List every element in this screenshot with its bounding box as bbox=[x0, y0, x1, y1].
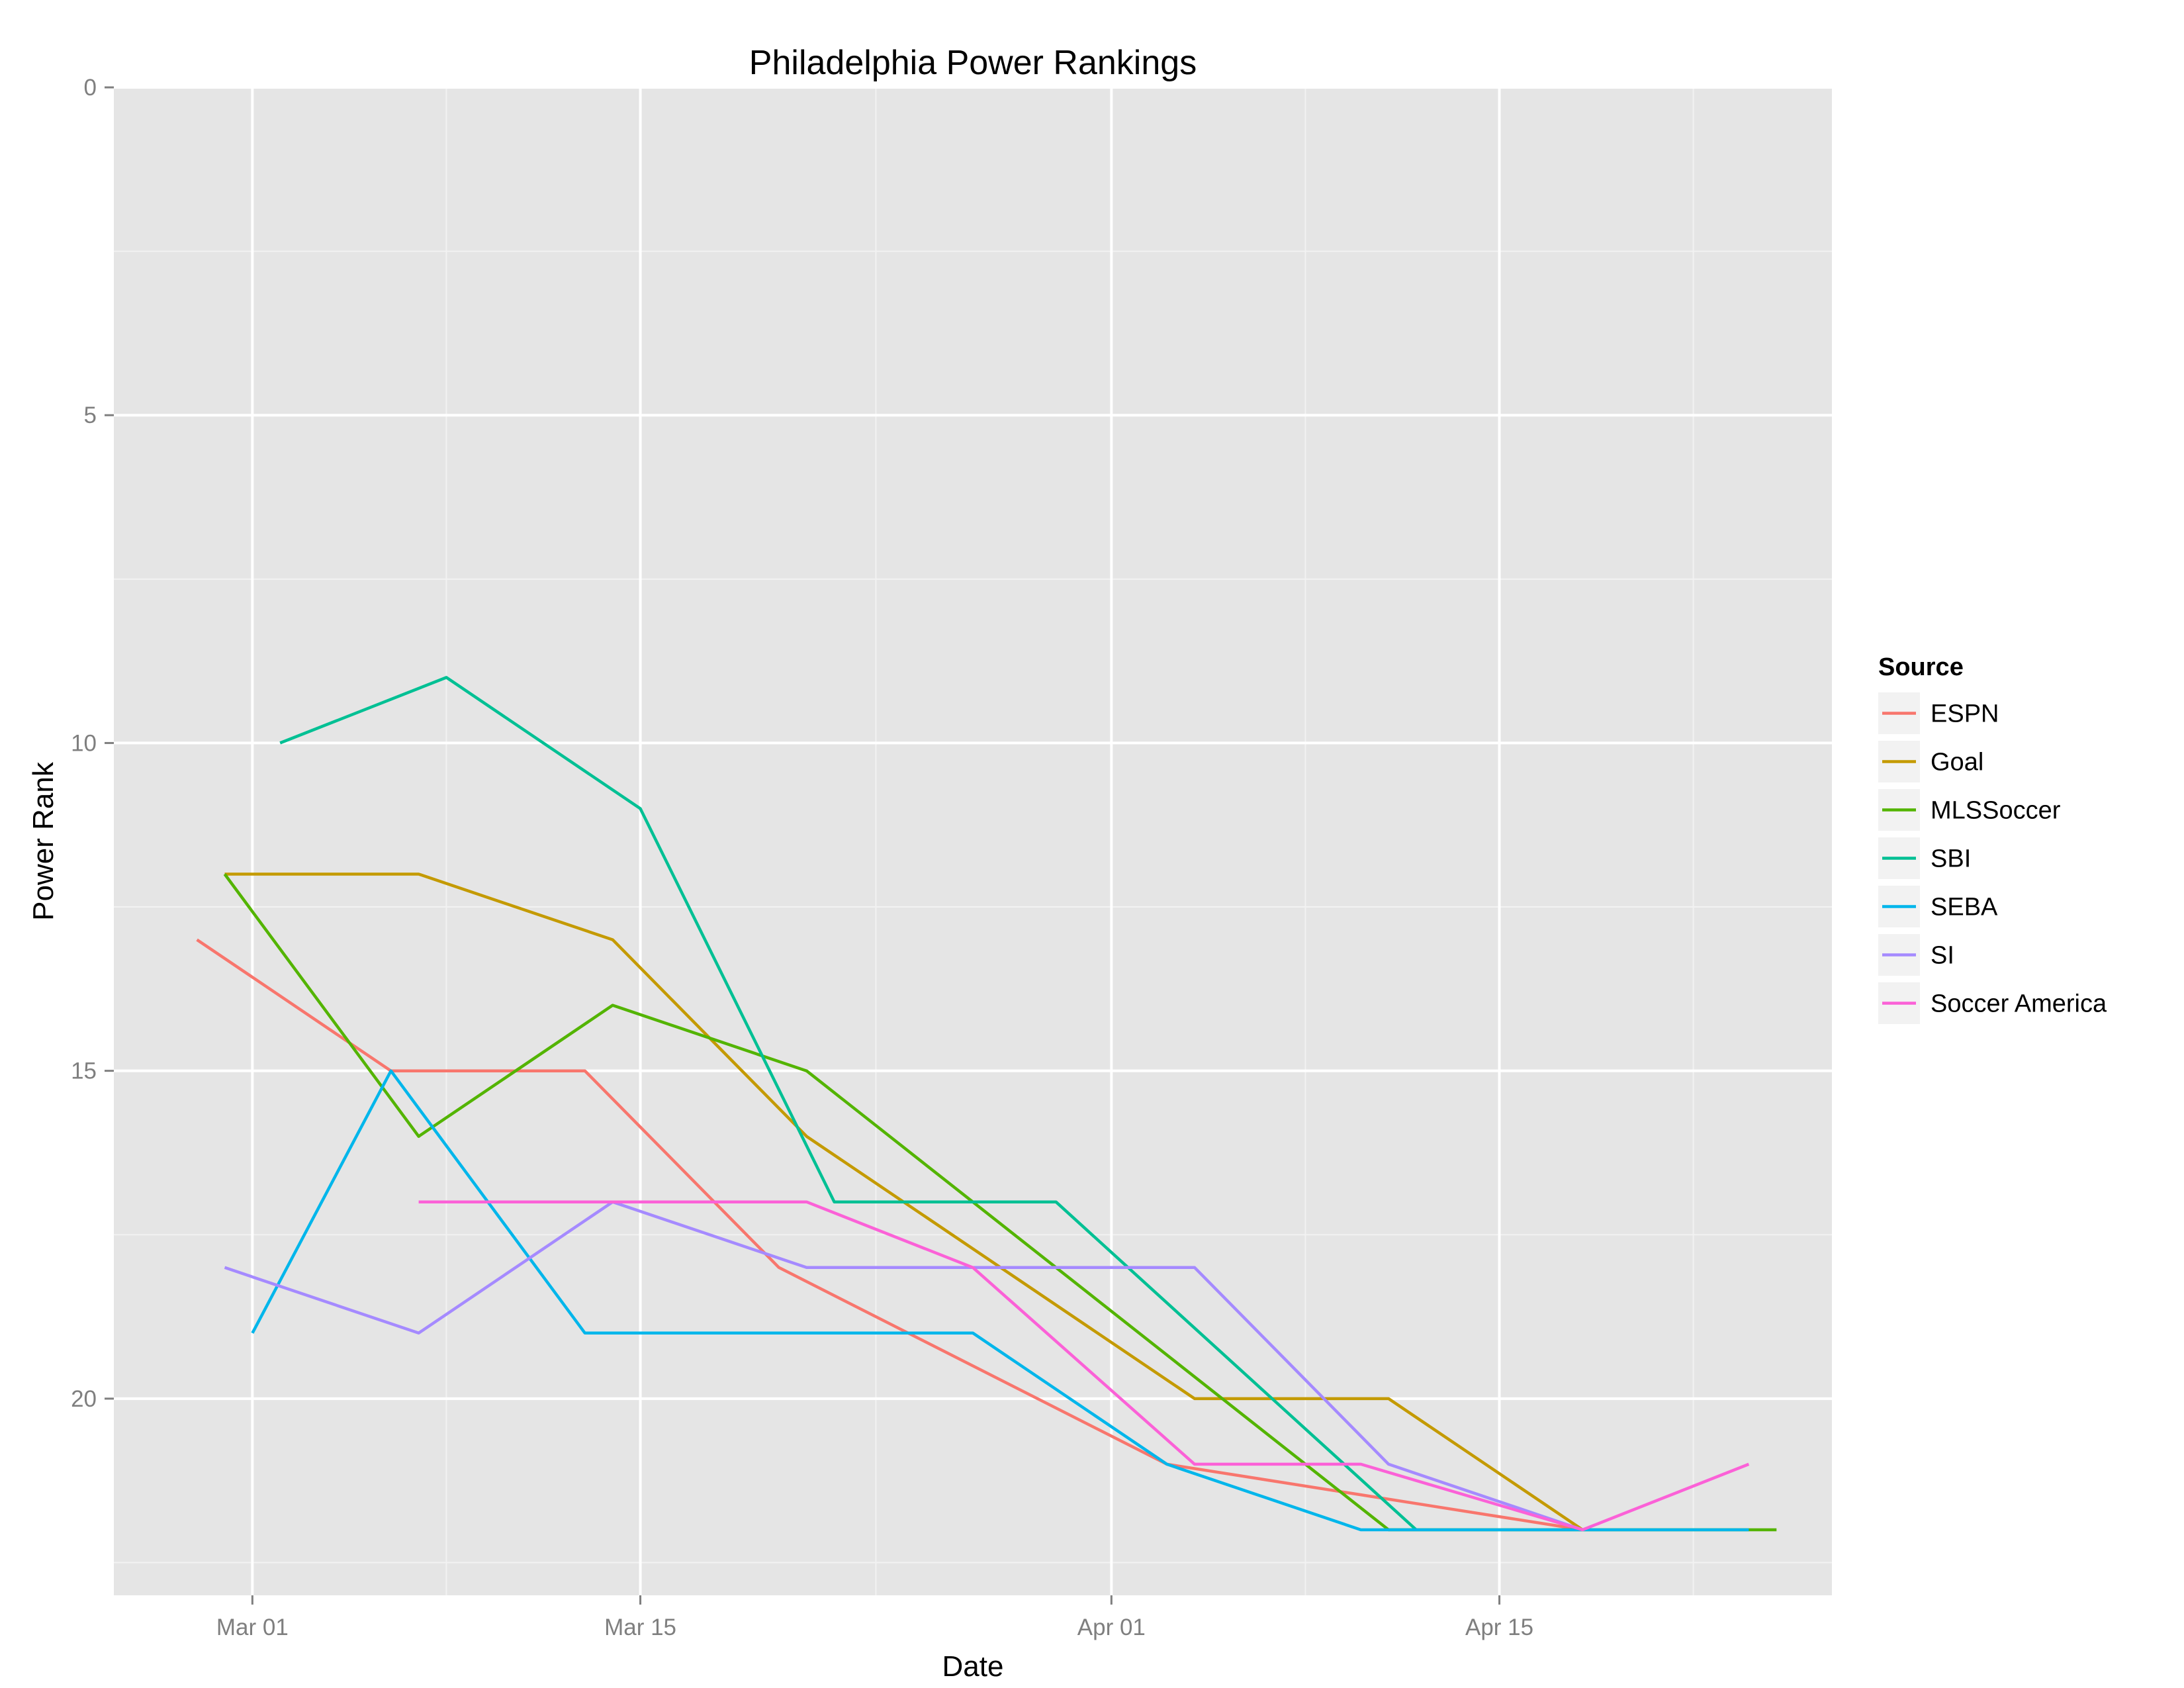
axes: 0 5 10 15 20 Mar 01 Mar 15 Apr 01 Apr 15 bbox=[71, 75, 1533, 1640]
chart-title: Philadelphia Power Rankings bbox=[749, 44, 1197, 82]
series-line bbox=[196, 938, 1583, 1532]
major-gridlines bbox=[114, 86, 1832, 1595]
series-lines bbox=[196, 676, 1777, 1532]
y-tick-label: 15 bbox=[71, 1058, 97, 1084]
x-tick-label: Apr 15 bbox=[1465, 1615, 1533, 1640]
legend-label: SEBA bbox=[1931, 894, 1998, 921]
series-line bbox=[418, 1200, 1750, 1532]
x-tick-label: Mar 01 bbox=[216, 1615, 289, 1640]
series-line bbox=[224, 872, 1584, 1531]
series-line bbox=[279, 676, 1418, 1531]
legend-label: Soccer America bbox=[1931, 990, 2107, 1018]
y-tick-label: 20 bbox=[71, 1386, 97, 1412]
legend-label: SBI bbox=[1931, 845, 1971, 873]
y-axis-title: Power Rank bbox=[27, 761, 60, 921]
minor-gridlines bbox=[114, 87, 1832, 1595]
y-tick-label: 0 bbox=[84, 75, 97, 101]
legend-label: MLSSoccer bbox=[1931, 797, 2061, 825]
series-line bbox=[224, 1200, 1583, 1532]
legend-label: Goal bbox=[1931, 749, 1983, 776]
y-tick-label: 5 bbox=[84, 402, 97, 428]
legend: Source ESPN Goal MLSSoccer SBI SEBA SI Soccer … bbox=[1878, 653, 2107, 1024]
plot-background bbox=[114, 87, 1832, 1595]
x-axis-title: Date bbox=[942, 1650, 1004, 1683]
legend-title: Source bbox=[1878, 653, 1964, 681]
x-tick-label: Mar 15 bbox=[604, 1615, 676, 1640]
x-tick-label: Apr 01 bbox=[1077, 1615, 1146, 1640]
series-line bbox=[251, 1069, 1749, 1532]
y-tick-label: 10 bbox=[71, 730, 97, 756]
legend-label: ESPN bbox=[1931, 700, 1999, 728]
legend-label: SI bbox=[1931, 942, 1954, 970]
